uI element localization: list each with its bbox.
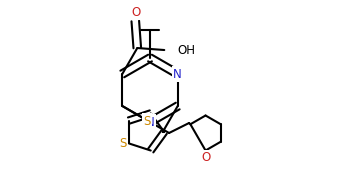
Text: N: N	[173, 68, 182, 80]
Text: N: N	[146, 116, 154, 129]
Text: S: S	[119, 137, 127, 150]
Text: O: O	[201, 151, 210, 164]
Text: O: O	[132, 6, 141, 19]
Text: S: S	[143, 114, 150, 127]
Text: OH: OH	[177, 44, 195, 57]
